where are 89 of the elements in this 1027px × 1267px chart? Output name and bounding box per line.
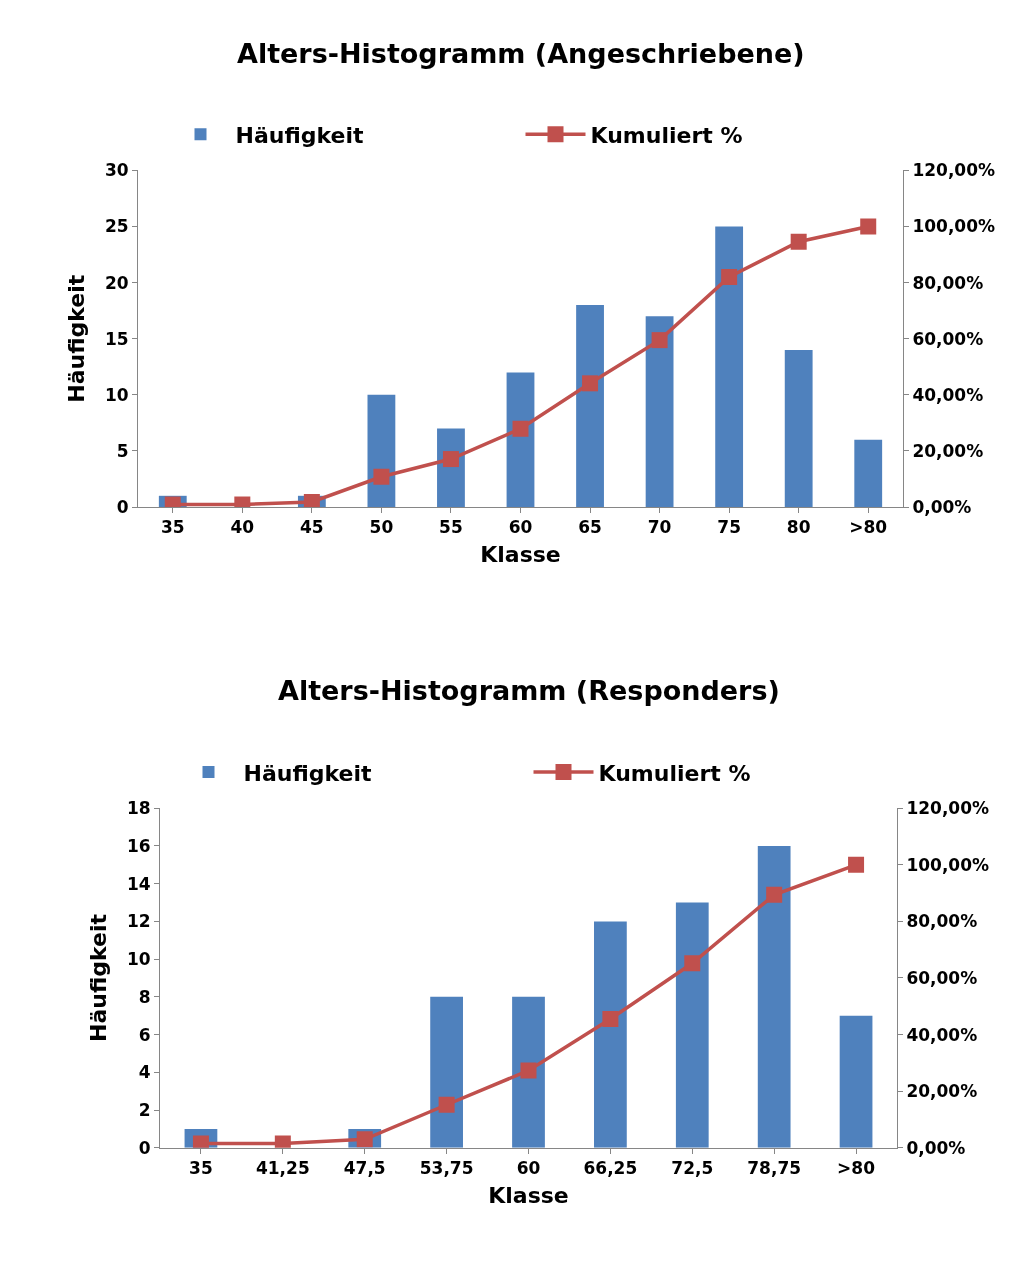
bar — [512, 996, 545, 1148]
x-tick-label: 55 — [439, 517, 463, 538]
y2-tick-label: 40,00% — [906, 1024, 978, 1045]
bar — [645, 316, 674, 508]
y2-tick-label: 40,00% — [912, 384, 984, 405]
y2-tick-label: 20,00% — [912, 440, 984, 461]
x-tick-label: 53,75 — [419, 1158, 474, 1179]
chart-title: Alters-Histogramm (Angeschriebene) — [237, 38, 805, 69]
x-tick-label: 80 — [786, 517, 811, 538]
y-tick-label: 20 — [104, 272, 129, 293]
x-tick-label: >80 — [849, 517, 888, 538]
point — [373, 468, 390, 485]
bar — [757, 845, 791, 1148]
x-tick-label: 60 — [516, 1158, 541, 1179]
x-tick-label: 40 — [230, 517, 255, 538]
y-tick-label: 16 — [126, 835, 151, 856]
x-axis-title: Klasse — [480, 542, 561, 568]
legend-label: Kumuliert % — [598, 760, 751, 786]
x-tick-label: 72,5 — [671, 1158, 714, 1179]
x-tick-label: 47,5 — [343, 1158, 386, 1179]
bar — [784, 349, 813, 508]
y2-tick-label: 80,00% — [906, 911, 978, 932]
y2-tick-label: 20,00% — [906, 1081, 978, 1102]
y2-tick-label: 80,00% — [912, 272, 984, 293]
x-tick-label: 45 — [300, 517, 324, 538]
point — [512, 420, 529, 437]
x-tick-label: >80 — [837, 1158, 876, 1179]
point — [848, 856, 865, 873]
x-tick-label: 66,25 — [583, 1158, 638, 1179]
point — [860, 218, 877, 235]
y2-tick-label: 0,00% — [912, 496, 972, 517]
y2-tick-label: 120,00% — [906, 798, 990, 819]
y-tick-label: 10 — [126, 949, 151, 970]
y-tick-label: 15 — [104, 328, 129, 349]
y-tick-label: 0 — [116, 496, 129, 517]
y-axis-title: Häufigkeit — [63, 274, 89, 403]
x-tick-label: 35 — [160, 517, 185, 538]
point — [520, 1062, 537, 1079]
chart-title: Alters-Histogramm (Responders) — [278, 675, 780, 706]
point — [602, 1011, 619, 1028]
y2-tick-label: 100,00% — [906, 854, 990, 875]
bar — [367, 394, 396, 508]
y-tick-label: 4 — [138, 1062, 151, 1083]
x-tick-label: 75 — [717, 517, 741, 538]
legend-label: Häufigkeit — [235, 122, 364, 148]
bar — [576, 305, 604, 508]
x-tick-label: 41,25 — [255, 1158, 310, 1179]
y-tick-label: 12 — [126, 911, 151, 932]
point — [651, 332, 668, 349]
x-axis-title: Klasse — [488, 1183, 569, 1209]
point — [442, 451, 459, 468]
y-tick-label: 14 — [126, 873, 151, 894]
legend-label: Kumuliert % — [590, 122, 743, 148]
y2-tick-label: 100,00% — [912, 216, 996, 237]
x-tick-label: 65 — [578, 517, 602, 538]
point — [582, 375, 599, 392]
bar — [715, 226, 744, 508]
y2-tick-label: 0,00% — [906, 1137, 966, 1158]
y-axis-title: Häufigkeit — [85, 913, 111, 1042]
y-tick-label: 18 — [126, 798, 151, 819]
bar — [675, 902, 709, 1148]
x-tick-label: 60 — [508, 517, 533, 538]
y-tick-label: 2 — [138, 1099, 151, 1120]
y2-tick-label: 60,00% — [912, 328, 984, 349]
x-tick-label: 50 — [369, 517, 394, 538]
y-tick-label: 30 — [104, 160, 129, 181]
y-tick-label: 8 — [138, 986, 151, 1007]
bar — [594, 921, 627, 1148]
bar — [506, 372, 535, 508]
point — [303, 493, 320, 508]
x-tick-label: 78,75 — [747, 1158, 802, 1179]
bar — [430, 996, 463, 1148]
x-tick-label: 35 — [189, 1158, 213, 1179]
bar — [854, 439, 883, 508]
y-tick-label: 6 — [138, 1024, 151, 1045]
point — [790, 233, 807, 250]
point — [766, 886, 783, 903]
x-tick-label: 70 — [647, 517, 672, 538]
point — [721, 269, 738, 286]
y2-tick-label: 60,00% — [906, 967, 978, 988]
y2-tick-label: 120,00% — [912, 160, 996, 181]
point — [438, 1096, 455, 1113]
y-tick-label: 0 — [138, 1137, 151, 1158]
bar — [839, 1015, 873, 1148]
legend-label: Häufigkeit — [243, 760, 372, 786]
point — [684, 955, 701, 972]
y-tick-label: 5 — [116, 440, 129, 461]
y-tick-label: 25 — [104, 216, 129, 237]
y-tick-label: 10 — [104, 384, 129, 405]
